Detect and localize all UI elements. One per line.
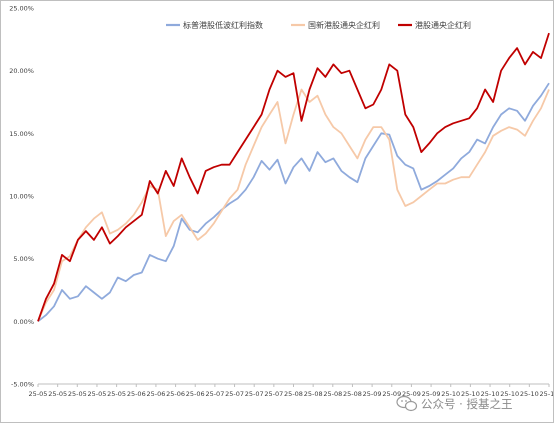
x-tick-label: 25-09 xyxy=(363,390,382,398)
x-tick-label: 25-09 xyxy=(402,390,421,398)
watermark-text: 公众号 · 授基之王 xyxy=(421,397,512,411)
x-tick-label: 25-07 xyxy=(205,390,224,398)
x-tick-label: 25-08 xyxy=(343,390,362,398)
x-tick-label: 25-10 xyxy=(461,390,480,398)
series-line-3 xyxy=(37,32,550,322)
legend-label-3: 港股通央企红利 xyxy=(415,20,471,30)
x-tick-label: 25-06 xyxy=(146,390,165,398)
x-tick-label: 25-05 xyxy=(48,390,67,398)
y-tick-label: 20.00% xyxy=(9,67,34,75)
x-tick-label: 25-10 xyxy=(500,390,519,398)
y-tick-label: 15.00% xyxy=(9,130,34,138)
series-line-1 xyxy=(37,82,550,323)
x-tick-label: 25-05 xyxy=(68,390,87,398)
x-axis-ticks: 25-05 25-05 25-05 25-05 25-05 25-06 25-06 25-06… xyxy=(29,384,554,398)
x-tick-label: 25-10 xyxy=(441,390,460,398)
x-tick-label: 25-10 xyxy=(520,390,539,398)
y-tick-label: 0.00% xyxy=(13,318,34,326)
legend-label-2: 国新港股通央企红利 xyxy=(308,20,380,30)
x-tick-label: 25-07 xyxy=(225,390,244,398)
legend-label-1: 标普港股低波红利指数 xyxy=(183,20,263,30)
x-tick-label: 25-05 xyxy=(29,390,48,398)
legend: 标普港股低波红利指数 国新港股通央企红利 港股通央企红利 xyxy=(166,20,471,30)
x-tick-label: 25-06 xyxy=(166,390,185,398)
y-tick-label: -5.00% xyxy=(11,381,34,389)
x-tick-label: 25-06 xyxy=(186,390,205,398)
y-axis-ticks: -5.00% 0.00% 5.00% 10.00% 15.00% 20.00% 25.00% xyxy=(9,5,34,389)
x-tick-label: 25-09 xyxy=(422,390,441,398)
y-tick-label: 10.00% xyxy=(9,193,34,201)
x-tick-label: 25-05 xyxy=(88,390,107,398)
watermark: 公众号 · 授基之王 xyxy=(396,395,512,412)
y-tick-label: 25.00% xyxy=(9,5,34,13)
x-tick-label: 25-08 xyxy=(323,390,342,398)
x-tick-label: 25-11 xyxy=(540,390,553,398)
x-tick-label: 25-07 xyxy=(264,390,283,398)
series-lines xyxy=(37,32,550,323)
x-tick-label: 25-08 xyxy=(284,390,303,398)
x-tick-label: 25-09 xyxy=(382,390,401,398)
wechat-icon xyxy=(396,395,418,412)
x-tick-label: 25-08 xyxy=(304,390,323,398)
x-tick-label: 25-07 xyxy=(245,390,264,398)
y-tick-label: 5.00% xyxy=(13,255,34,263)
x-tick-label: 25-06 xyxy=(127,390,146,398)
x-tick-label: 25-05 xyxy=(107,390,126,398)
x-tick-label: 25-10 xyxy=(481,390,500,398)
series-line-2 xyxy=(37,88,550,322)
